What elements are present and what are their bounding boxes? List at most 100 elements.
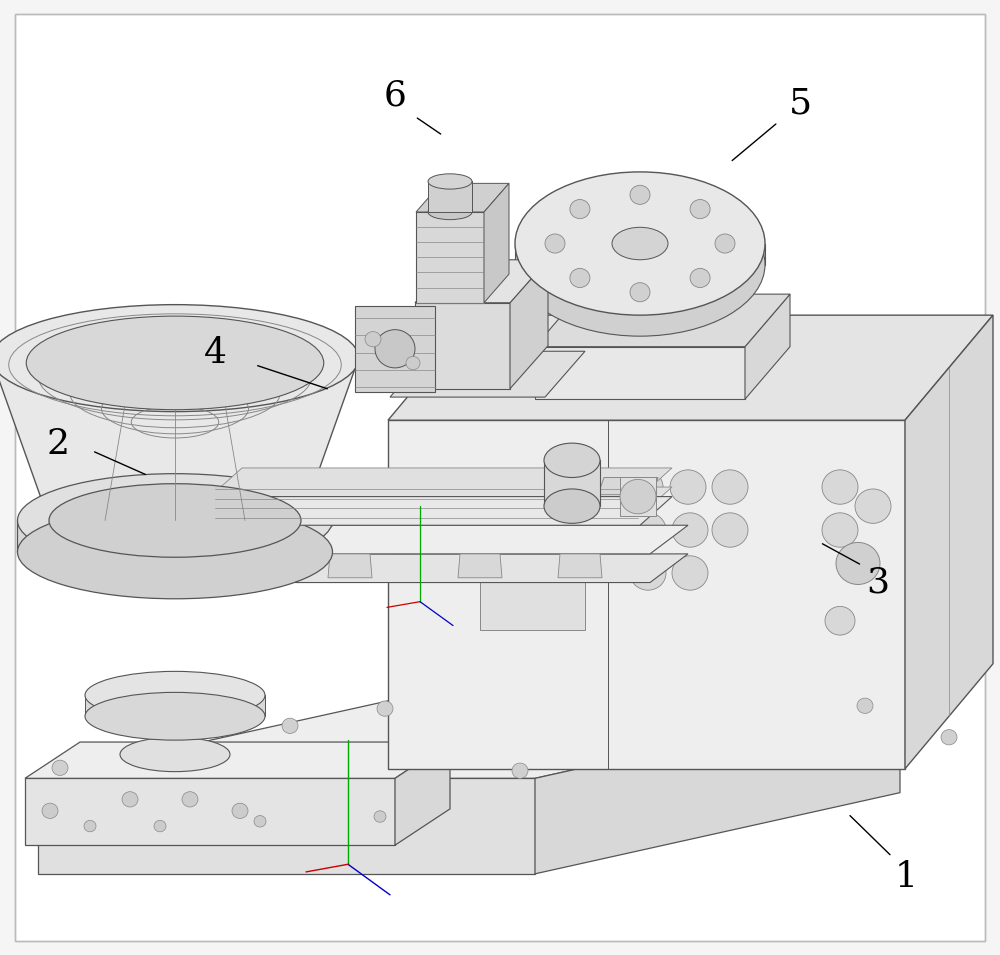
Circle shape — [42, 803, 58, 818]
Polygon shape — [388, 420, 905, 769]
Circle shape — [630, 283, 650, 302]
Text: 6: 6 — [384, 78, 406, 113]
Polygon shape — [416, 183, 509, 212]
Polygon shape — [210, 487, 672, 516]
Polygon shape — [416, 212, 484, 303]
Circle shape — [941, 730, 957, 745]
Polygon shape — [85, 695, 265, 716]
Circle shape — [630, 556, 666, 590]
Polygon shape — [415, 303, 510, 389]
Polygon shape — [25, 778, 395, 845]
Ellipse shape — [428, 174, 472, 189]
Circle shape — [712, 470, 748, 504]
Ellipse shape — [120, 737, 230, 772]
Polygon shape — [905, 315, 993, 769]
Ellipse shape — [612, 227, 668, 260]
Circle shape — [690, 200, 710, 219]
Circle shape — [690, 268, 710, 287]
Polygon shape — [428, 181, 472, 212]
Polygon shape — [535, 294, 790, 347]
Polygon shape — [620, 478, 656, 516]
Polygon shape — [510, 260, 548, 389]
Polygon shape — [295, 525, 688, 554]
Polygon shape — [388, 315, 993, 420]
Circle shape — [825, 606, 855, 635]
Circle shape — [712, 513, 748, 547]
Text: 1: 1 — [895, 860, 918, 894]
Polygon shape — [25, 742, 450, 778]
Circle shape — [630, 185, 650, 204]
Text: 5: 5 — [788, 86, 812, 120]
Circle shape — [570, 200, 590, 219]
Polygon shape — [544, 460, 600, 506]
Circle shape — [84, 820, 96, 832]
Circle shape — [374, 811, 386, 822]
Ellipse shape — [544, 443, 600, 478]
Bar — [480, 559, 585, 630]
Circle shape — [512, 763, 528, 778]
Circle shape — [232, 803, 248, 818]
Polygon shape — [395, 742, 450, 845]
Circle shape — [836, 542, 880, 584]
Ellipse shape — [0, 305, 359, 412]
Ellipse shape — [18, 474, 332, 567]
Polygon shape — [355, 306, 435, 392]
Ellipse shape — [544, 489, 600, 523]
Circle shape — [445, 518, 461, 533]
Ellipse shape — [18, 505, 332, 599]
Circle shape — [822, 513, 858, 547]
Circle shape — [142, 742, 158, 757]
Circle shape — [377, 701, 393, 716]
Circle shape — [254, 816, 266, 827]
Circle shape — [672, 513, 708, 547]
Polygon shape — [745, 294, 790, 399]
Circle shape — [122, 792, 138, 807]
Circle shape — [52, 760, 68, 775]
Polygon shape — [38, 778, 535, 874]
Polygon shape — [38, 697, 900, 778]
Circle shape — [715, 234, 735, 253]
Circle shape — [182, 792, 198, 807]
Circle shape — [154, 820, 166, 832]
Polygon shape — [535, 697, 900, 874]
Ellipse shape — [515, 193, 765, 336]
Ellipse shape — [26, 316, 324, 410]
Circle shape — [545, 234, 565, 253]
Ellipse shape — [85, 671, 265, 719]
Polygon shape — [210, 468, 672, 497]
Polygon shape — [210, 497, 672, 525]
Text: 4: 4 — [204, 336, 226, 371]
Polygon shape — [598, 478, 658, 495]
Ellipse shape — [515, 172, 765, 315]
Circle shape — [822, 470, 858, 504]
Circle shape — [442, 489, 458, 504]
Circle shape — [855, 489, 891, 523]
Polygon shape — [458, 554, 502, 578]
Circle shape — [412, 518, 428, 533]
Text: 3: 3 — [866, 565, 890, 600]
Circle shape — [406, 356, 420, 370]
Ellipse shape — [428, 204, 472, 220]
Polygon shape — [328, 554, 372, 578]
Circle shape — [570, 268, 590, 287]
Polygon shape — [535, 347, 745, 399]
Circle shape — [670, 470, 706, 504]
Polygon shape — [0, 358, 359, 520]
Ellipse shape — [120, 685, 230, 719]
Polygon shape — [515, 244, 765, 265]
Polygon shape — [17, 520, 332, 552]
Polygon shape — [415, 260, 548, 303]
Circle shape — [375, 329, 415, 368]
Circle shape — [857, 698, 873, 713]
Circle shape — [620, 479, 656, 514]
Polygon shape — [484, 183, 509, 303]
Circle shape — [282, 718, 298, 733]
Polygon shape — [295, 554, 688, 583]
Text: 2: 2 — [46, 427, 70, 461]
Polygon shape — [390, 351, 585, 397]
Circle shape — [630, 513, 666, 547]
Circle shape — [672, 556, 708, 590]
Ellipse shape — [85, 692, 265, 740]
Polygon shape — [153, 702, 197, 754]
Circle shape — [627, 470, 663, 504]
